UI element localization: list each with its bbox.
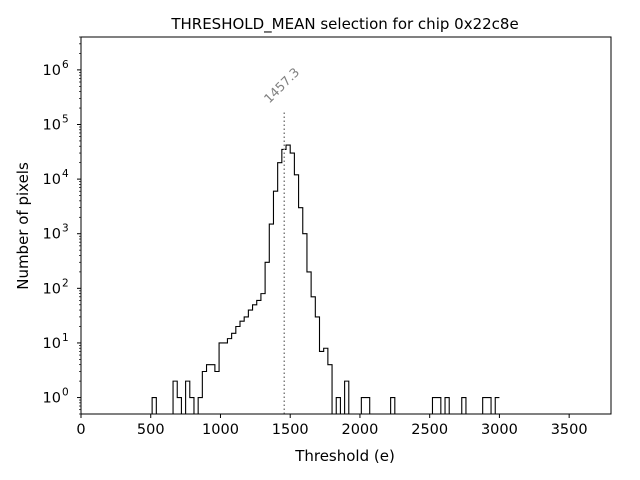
plot-frame (80, 36, 612, 415)
threshold-marker-label: 1457.3 (261, 64, 303, 106)
y-tick-label: 10 (43, 391, 61, 407)
y-tick-exponent: 1 (62, 332, 69, 344)
x-tick-label: 1500 (272, 422, 309, 438)
chart-title: THRESHOLD_MEAN selection for chip 0x22c8… (170, 15, 518, 34)
x-tick-label: 1000 (202, 422, 239, 438)
x-tick-label: 2000 (341, 422, 378, 438)
y-tick-exponent: 5 (62, 113, 69, 125)
y-tick-exponent: 0 (62, 387, 69, 399)
y-tick-exponent: 4 (62, 168, 69, 180)
y-tick-exponent: 3 (62, 223, 69, 235)
x-tick-label: 3000 (481, 422, 518, 438)
y-tick-label: 10 (43, 281, 61, 297)
x-axis: 0 500 1000 1500 2000 2500 3000 3500 (76, 414, 588, 438)
y-tick-label: 10 (43, 336, 61, 352)
x-tick-label: 0 (76, 422, 85, 438)
y-tick-exponent: 2 (62, 277, 69, 289)
y-tick-exponent: 6 (62, 59, 69, 71)
x-tick-label: 3500 (551, 422, 588, 438)
y-tick-label: 10 (43, 172, 61, 188)
plot-area: 1457.3 (151, 64, 500, 414)
y-tick-label: 10 (43, 63, 61, 79)
x-axis-label: Threshold (e) (294, 447, 395, 465)
y-tick-label: 10 (43, 227, 61, 243)
histogram-step-line (151, 144, 500, 414)
y-axis-label: Number of pixels (14, 162, 32, 290)
x-tick-label: 500 (137, 422, 165, 438)
y-tick-label: 10 (43, 117, 61, 133)
x-tick-label: 2500 (411, 422, 448, 438)
